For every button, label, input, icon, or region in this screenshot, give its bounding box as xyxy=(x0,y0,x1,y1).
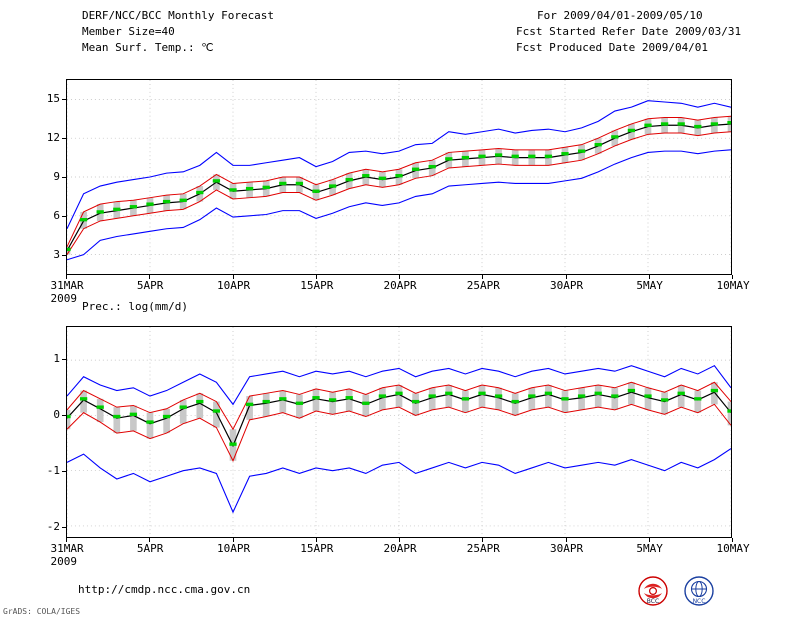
grads-credit: GrADS: COLA/IGES xyxy=(3,607,81,616)
y-tick-mark xyxy=(62,216,66,218)
x-tick-label: 25APR xyxy=(466,279,500,292)
x-tick-label: 20APR xyxy=(383,542,417,555)
x-tick-mark xyxy=(565,275,567,279)
x-tick-label: 10APR xyxy=(217,542,251,555)
precipitation-chart xyxy=(66,326,732,538)
x-tick-mark xyxy=(482,538,484,542)
x-tick-label: 25APR xyxy=(466,542,500,555)
x-tick-label: 30APR xyxy=(550,542,584,555)
y-tick-mark xyxy=(62,177,66,178)
x-tick-mark xyxy=(232,538,234,542)
x-tick-mark xyxy=(399,538,400,542)
page-title: DERF/NCC/BCC Monthly Forecast xyxy=(82,9,275,22)
x-tick-label: 10MAY xyxy=(716,542,750,555)
ncc-logo: NCC xyxy=(684,576,714,606)
fcst-start-label: Fcst Started Refer Date 2009/03/31 xyxy=(516,25,742,38)
y-tick-mark xyxy=(62,359,66,361)
y-tick-label: -1 xyxy=(46,464,60,478)
x-tick-mark xyxy=(149,275,151,279)
x-tick-mark xyxy=(648,275,650,279)
x-tick-mark xyxy=(732,538,733,542)
x-tick-label: 31MAR 2009 xyxy=(50,542,84,568)
x-tick-mark xyxy=(149,538,151,542)
fcst-produced-label: Fcst Produced Date 2009/04/01 xyxy=(516,41,709,54)
x-tick-label: 5APR xyxy=(136,542,164,555)
forecast-period-label: For 2009/04/01-2009/05/10 xyxy=(537,9,703,22)
y-tick-label: 12 xyxy=(46,130,60,144)
member-size-label: Member Size=40 xyxy=(82,25,175,38)
x-tick-mark xyxy=(66,538,67,542)
y-tick-label: 0 xyxy=(53,408,60,422)
y-tick-mark xyxy=(62,526,66,528)
x-tick-label: 10MAY xyxy=(716,279,750,292)
x-tick-mark xyxy=(482,275,484,279)
y-tick-label: 6 xyxy=(53,209,60,223)
temperature-chart xyxy=(66,79,732,275)
y-tick-label: 15 xyxy=(46,91,60,105)
website-url[interactable]: http://cmdp.ncc.cma.gov.cn xyxy=(78,583,251,596)
y-tick-label: -2 xyxy=(46,519,60,533)
y-tick-mark xyxy=(62,255,66,257)
svg-text:NCC: NCC xyxy=(693,598,706,605)
x-tick-mark xyxy=(565,538,567,542)
temp-panel-label: Mean Surf. Temp.: ℃ xyxy=(82,41,214,54)
bcc-logo: BCC xyxy=(638,576,668,606)
x-tick-label: 5APR xyxy=(136,279,164,292)
x-tick-mark xyxy=(732,275,733,279)
x-tick-mark xyxy=(315,538,317,542)
y-tick-mark xyxy=(62,471,66,473)
x-tick-label: 10APR xyxy=(217,279,251,292)
x-tick-mark xyxy=(232,275,234,279)
y-tick-label: 3 xyxy=(53,248,60,262)
y-tick-mark xyxy=(62,98,66,100)
svg-text:BCC: BCC xyxy=(647,598,659,605)
x-tick-label: 5MAY xyxy=(636,542,663,555)
y-tick-mark xyxy=(62,137,66,139)
x-tick-label: 31MAR 2009 xyxy=(50,279,84,305)
x-tick-mark xyxy=(315,275,317,279)
x-tick-label: 15APR xyxy=(300,279,334,292)
x-tick-mark xyxy=(399,275,400,279)
prec-panel-label: Prec.: log(mm/d) xyxy=(82,300,188,313)
x-tick-label: 5MAY xyxy=(636,279,663,292)
x-tick-label: 15APR xyxy=(300,542,334,555)
y-tick-label: 1 xyxy=(53,352,60,366)
x-tick-mark xyxy=(66,275,67,279)
x-tick-mark xyxy=(648,538,650,542)
y-tick-mark xyxy=(62,415,66,417)
x-tick-label: 30APR xyxy=(550,279,584,292)
x-tick-label: 20APR xyxy=(383,279,417,292)
y-tick-label: 9 xyxy=(53,170,60,183)
